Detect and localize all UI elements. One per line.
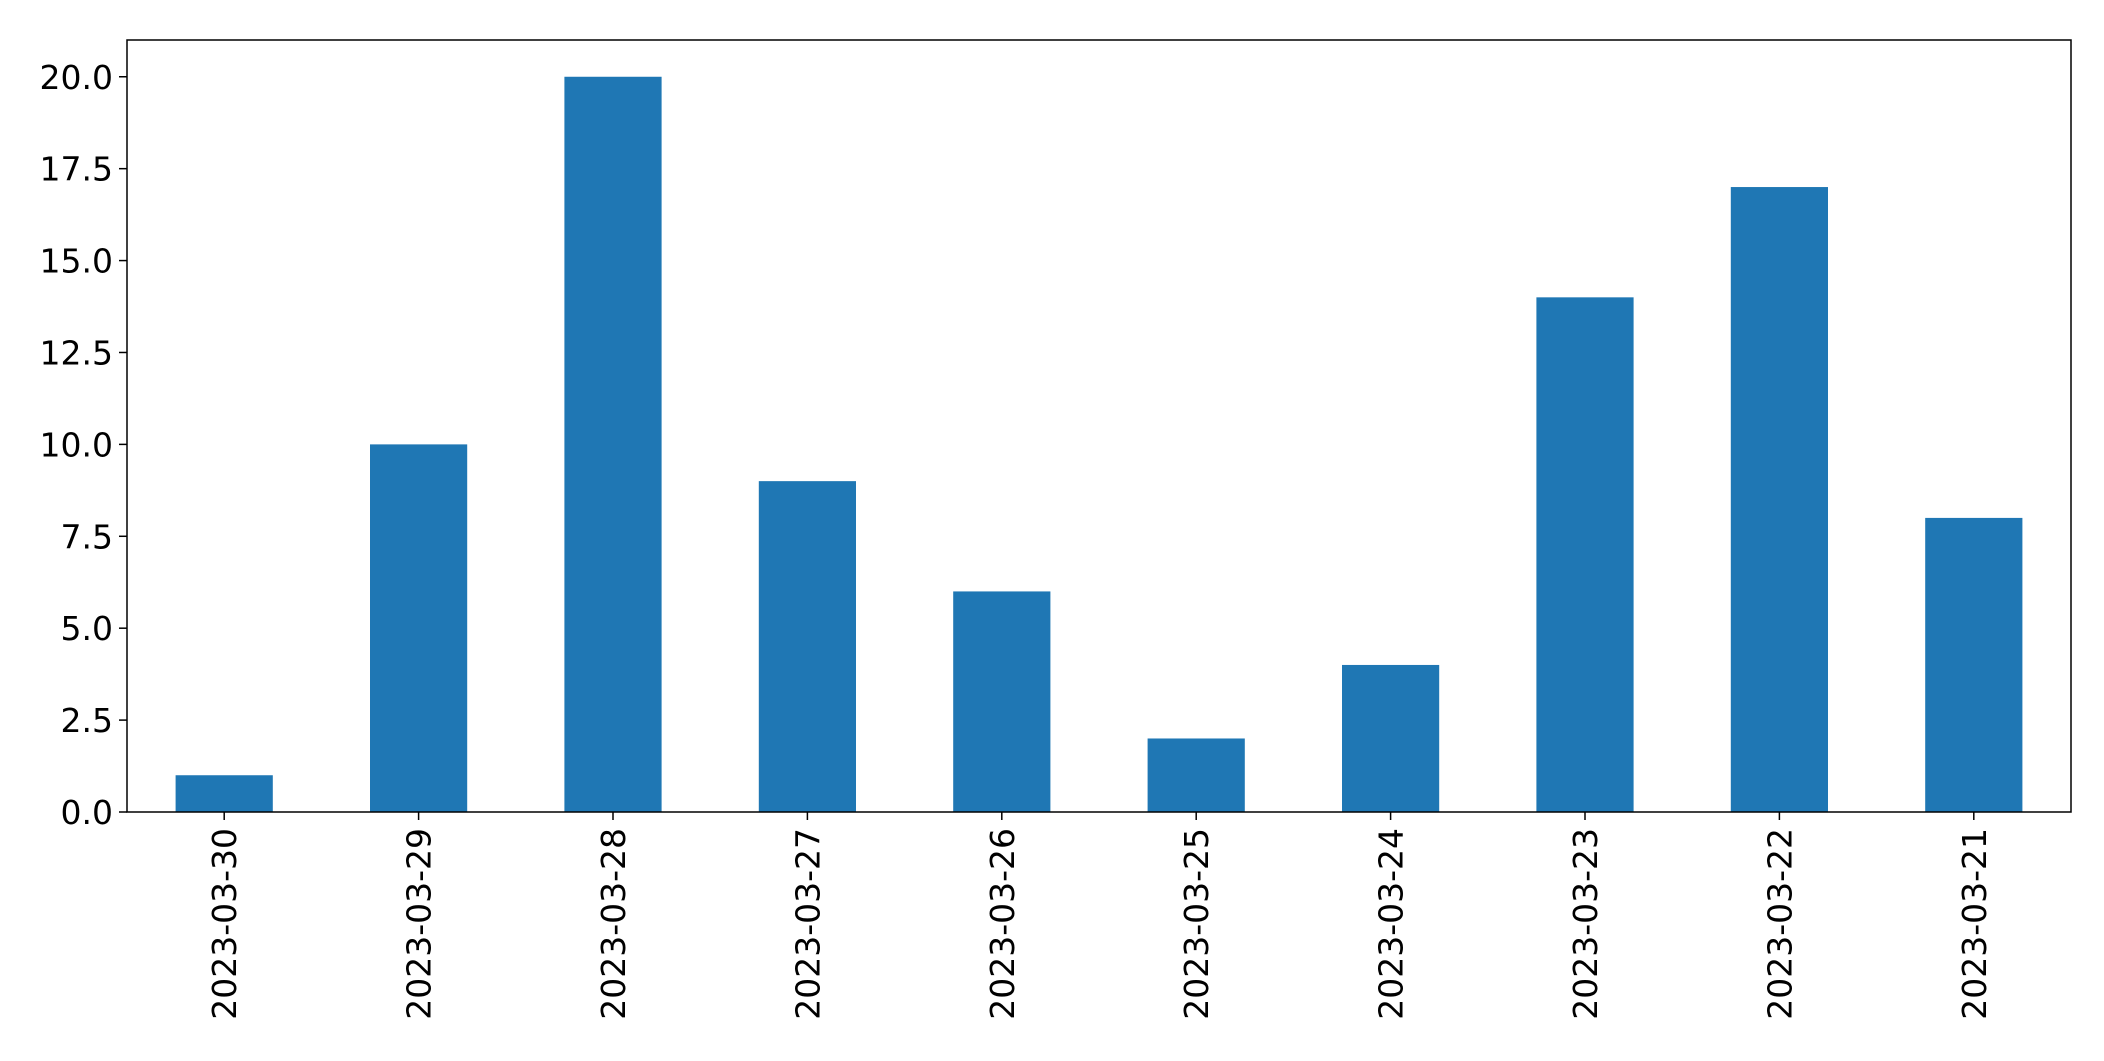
bar-2023-03-27 — [758, 481, 856, 812]
bar-2023-03-25 — [1147, 738, 1245, 812]
y-tick-label: 0.0 — [61, 793, 113, 832]
y-tick-label: 10.0 — [40, 425, 113, 464]
x-tick-label: 2023-03-22 — [1760, 828, 1799, 1020]
bars-group — [175, 76, 2023, 813]
x-tick-label: 2023-03-23 — [1566, 828, 1605, 1020]
y-tick-label: 5.0 — [61, 609, 113, 648]
plot-frame — [126, 39, 2072, 813]
y-tick-label: 20.0 — [40, 58, 113, 97]
y-axis: 0.0 2.5 5.0 7.5 10.0 12.5 15.0 17.5 20.0 — [40, 58, 127, 832]
bar-2023-03-24 — [1342, 664, 1440, 812]
x-tick-label: 2023-03-24 — [1372, 828, 1411, 1020]
y-tick-label: 7.5 — [61, 517, 113, 556]
y-tick-label: 15.0 — [40, 242, 113, 281]
x-axis: 2023-03-30 2023-03-29 2023-03-28 2023-03-27… — [205, 812, 1994, 1020]
x-tick-label: 2023-03-29 — [400, 828, 439, 1020]
x-tick-label: 2023-03-26 — [983, 828, 1022, 1020]
x-tick-label: 2023-03-28 — [594, 828, 633, 1020]
bar-2023-03-29 — [370, 444, 468, 812]
x-tick-label: 2023-03-30 — [205, 828, 244, 1020]
bar-2023-03-30 — [175, 775, 273, 812]
y-tick-label: 2.5 — [61, 701, 113, 740]
bar-2023-03-26 — [953, 591, 1051, 812]
x-tick-label: 2023-03-27 — [788, 828, 827, 1020]
bar-2023-03-22 — [1730, 187, 1828, 813]
bar-2023-03-28 — [564, 76, 662, 812]
y-tick-label: 12.5 — [40, 333, 113, 372]
bar-2023-03-23 — [1536, 297, 1634, 812]
x-tick-label: 2023-03-25 — [1177, 828, 1216, 1020]
y-tick-label: 17.5 — [40, 150, 113, 189]
bar-2023-03-21 — [1925, 517, 2023, 812]
x-tick-label: 2023-03-21 — [1955, 828, 1994, 1020]
